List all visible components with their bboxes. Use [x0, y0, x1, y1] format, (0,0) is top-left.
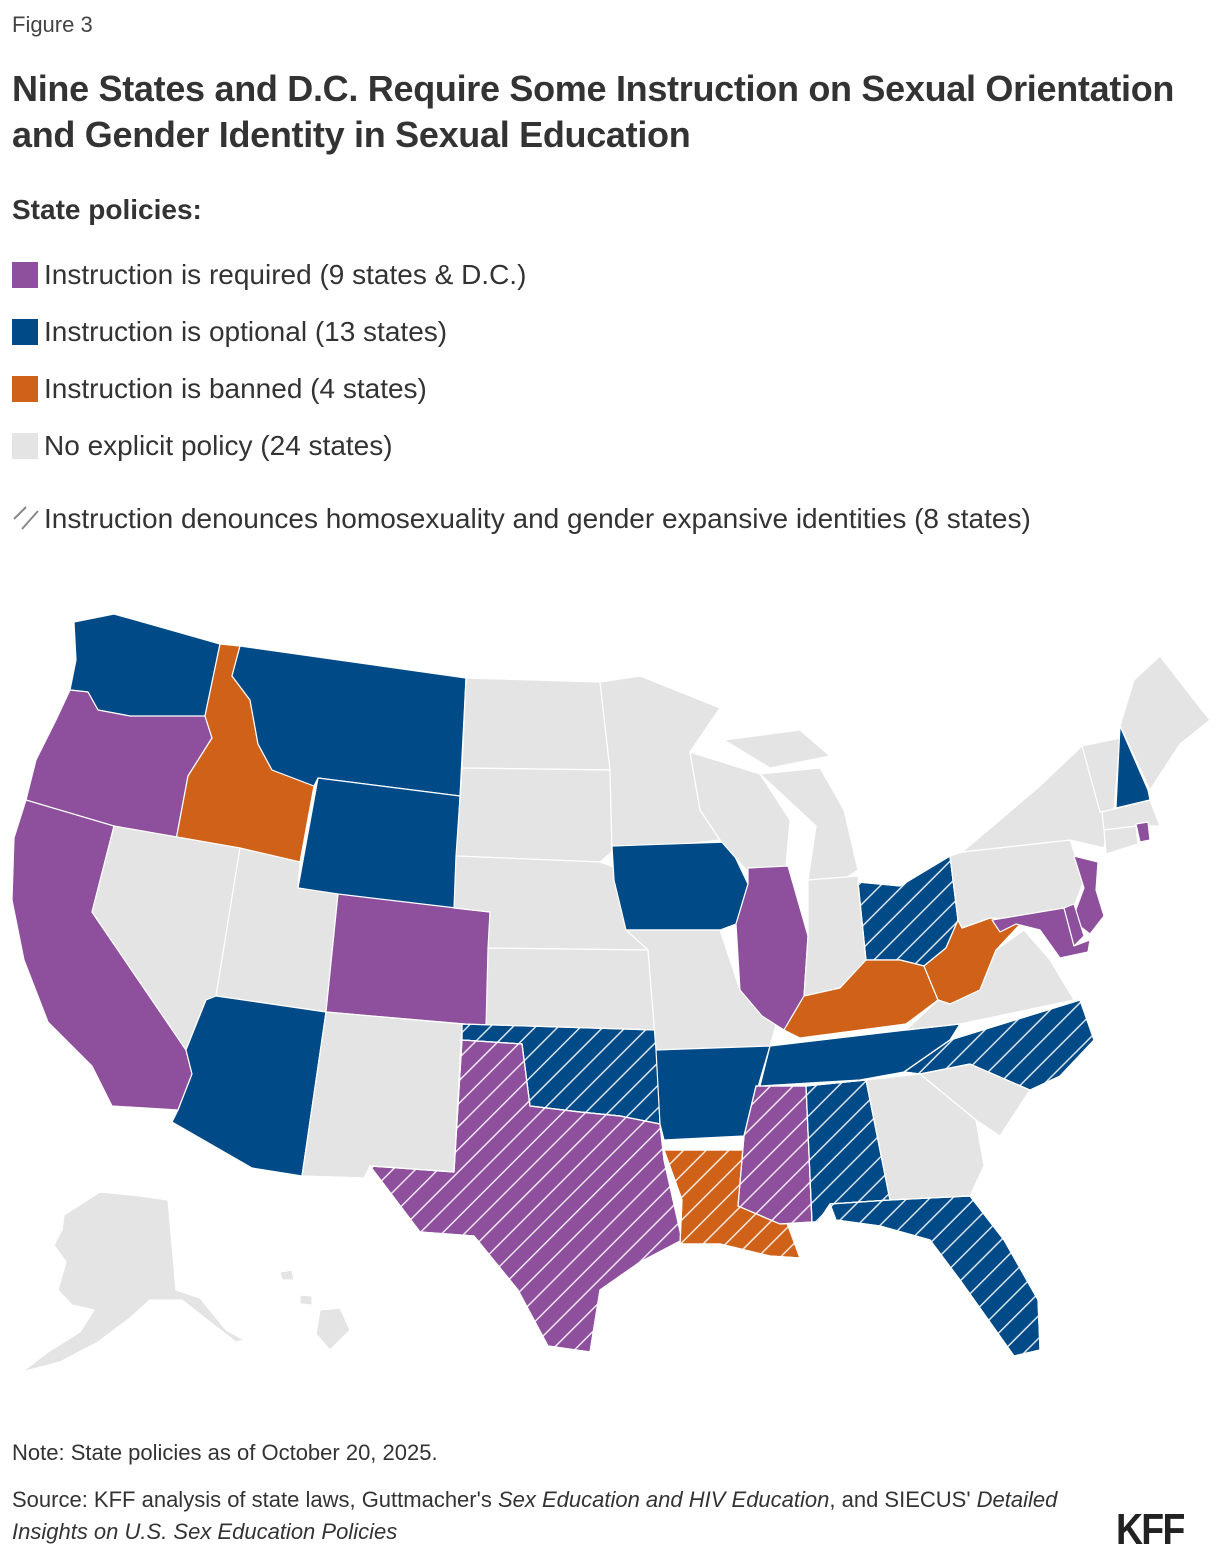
legend-item-required: Instruction is required (9 states & D.C.…	[12, 246, 526, 303]
legend-item-hatch: Instruction denounces homosexuality and …	[12, 490, 1192, 547]
source-title-1: Sex Education and HIV Education	[497, 1487, 830, 1512]
legend-label-banned: Instruction is banned (4 states)	[44, 372, 427, 404]
state-alaska	[21, 1191, 245, 1373]
hatch-pattern-icon	[13, 506, 39, 530]
legend: Instruction is required (9 states & D.C.…	[12, 246, 526, 474]
state-missouri	[625, 929, 779, 1051]
legend-label-hatch: Instruction denounces homosexuality and …	[44, 503, 1031, 534]
state-colorado	[325, 893, 491, 1027]
legend-label-optional: Instruction is optional (13 states)	[44, 315, 448, 347]
state-connecticut	[1103, 825, 1139, 855]
source-mid: , and SIECUS'	[829, 1487, 977, 1512]
legend-label-required: Instruction is required (9 states & D.C.…	[44, 258, 527, 290]
footnote: Note: State policies as of October 20, 2…	[12, 1440, 438, 1465]
source-text: Source: KFF analysis of state laws, Gutt…	[12, 1484, 1072, 1548]
legend-swatch-optional	[12, 318, 38, 345]
state-new-mexico	[301, 1011, 463, 1179]
legend-item-none: No explicit policy (24 states)	[12, 417, 526, 474]
state-virginia	[905, 929, 1075, 1031]
state-iowa	[611, 841, 749, 931]
state-ohio-hatch	[857, 855, 959, 967]
legend-item-optional: Instruction is optional (13 states)	[12, 303, 526, 360]
state-kansas	[485, 947, 657, 1031]
legend-item-banned: Instruction is banned (4 states)	[12, 360, 526, 417]
state-arizona	[171, 995, 327, 1177]
state-delaware	[1063, 903, 1085, 947]
figure-label: Figure 3	[12, 12, 93, 37]
state-rhode-island	[1135, 821, 1151, 843]
state-north-dakota	[461, 677, 611, 771]
state-north-carolina-hatch	[903, 999, 1095, 1091]
legend-swatch-banned	[12, 375, 38, 402]
legend-heading: State policies:	[12, 194, 202, 225]
chart-title: Nine States and D.C. Require Some Instru…	[12, 68, 1175, 155]
state-maine	[1119, 655, 1211, 791]
legend-label-none: No explicit policy (24 states)	[44, 429, 393, 461]
state-kentucky	[783, 959, 939, 1039]
state-florida-hatch	[829, 1195, 1041, 1357]
source-title-2: Detailed Insights on U.S. Sex Education …	[12, 1487, 1058, 1544]
state-new-jersey	[1071, 855, 1105, 935]
us-choropleth-map	[11, 613, 1211, 1373]
kff-logo: KFF	[1116, 1505, 1185, 1554]
state-illinois	[735, 865, 809, 1031]
legend-swatch-none	[12, 432, 38, 459]
state-hawaii	[279, 1269, 351, 1351]
legend-swatch-required	[12, 261, 38, 288]
state-south-dakota	[455, 767, 613, 863]
source-prefix: Source: KFF analysis of state laws, Gutt…	[12, 1487, 498, 1512]
state-texas-hatch	[369, 1039, 683, 1353]
